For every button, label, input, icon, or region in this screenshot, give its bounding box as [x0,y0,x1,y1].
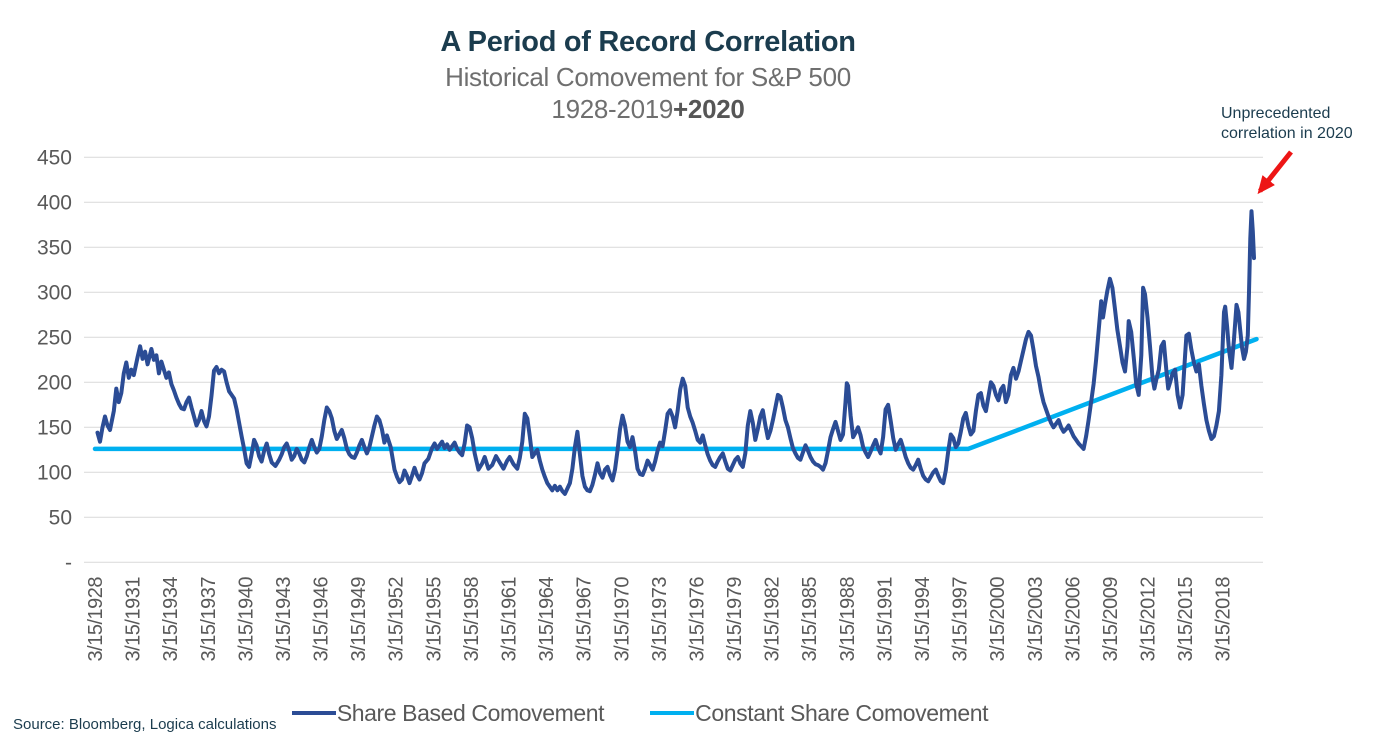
y-tick-label: 300 [37,281,72,304]
x-tick-label: 3/15/1958 [461,577,483,662]
x-tick-label: 3/15/1979 [724,577,746,662]
x-tick-label: 3/15/1982 [762,577,784,662]
constant-share-comovement-series-line [92,336,1259,452]
legend-swatch-constant-share [650,711,695,715]
y-tick-label: 200 [37,371,72,394]
x-tick-label: 3/15/1997 [950,577,972,662]
x-axis-tick-labels: 3/15/1928 3/15/1931 3/15/1934 3/15/1937 3/15… [85,577,1235,662]
x-tick-label: 3/15/2018 [1213,577,1235,662]
annotation-line-2: correlation in 2020 [1221,125,1353,142]
chart-subtitle: Historical Comovement for S&P 500 [445,62,851,92]
legend-label-share-based: Share Based Comovement [336,699,605,726]
y-axis-tick-labels: - 50 100 150 200 250 300 350 400 450 [37,146,72,574]
y-tick-label: 250 [37,326,72,349]
x-tick-label: 3/15/1934 [160,577,182,662]
x-tick-label: 3/15/1940 [235,577,257,662]
share-based-comovement-series-line [95,209,1256,496]
x-tick-label: 3/15/1943 [273,577,295,662]
legend: Share Based Comovement Constant Share Com… [0,698,1280,728]
x-tick-label: 3/15/2012 [1138,577,1160,662]
x-tick-label: 3/15/1928 [85,577,107,662]
period-added-year: +2020 [673,94,745,124]
y-tick-label: 450 [37,146,72,169]
x-tick-label: 3/15/1952 [386,577,408,662]
y-tick-label: 150 [37,416,72,439]
page-title: A Period of Record Correlation [440,26,856,58]
x-tick-label: 3/15/1949 [348,577,370,662]
x-tick-label: 3/15/2009 [1100,577,1122,662]
x-tick-label: 3/15/2006 [1062,577,1084,662]
y-tick-label: 100 [37,461,72,484]
red-arrow-icon [1257,150,1293,195]
legend-swatch-share-based [291,711,336,715]
x-tick-label: 3/15/1973 [649,577,671,662]
x-tick-label: 3/15/1961 [498,577,520,662]
x-tick-label: 3/15/1976 [686,577,708,662]
legend-label-constant-share: Constant Share Comovement [695,699,989,726]
x-tick-label: 3/15/1985 [799,577,821,662]
legend-item-share-based: Share Based Comovement [291,699,605,727]
y-tick-label: 50 [49,506,72,529]
series-lines [92,209,1259,496]
source-note: Source: Bloomberg, Logica calculations [13,716,277,733]
x-tick-label: 3/15/1970 [611,577,633,662]
x-tick-label: 3/15/2000 [987,577,1009,662]
x-tick-label: 3/15/1955 [423,577,445,662]
annotation-line-1: Unprecedented [1221,105,1331,122]
x-tick-label: 3/15/1994 [912,577,934,662]
gridlines [84,156,1263,563]
x-tick-label: 3/15/1946 [311,577,333,662]
x-tick-label: 3/15/1988 [837,577,859,662]
x-tick-label: 3/15/2015 [1175,577,1197,662]
period-range: 1928-2019 [551,94,674,124]
x-tick-label: 3/15/1964 [536,577,558,662]
x-tick-label: 3/15/1967 [574,577,596,662]
legend-item-constant-share: Constant Share Comovement [650,699,989,727]
chart-period: 1928-2019+2020 [0,94,1296,125]
y-tick-label: - [65,551,72,574]
x-tick-label: 3/15/2003 [1025,577,1047,662]
y-tick-label: 400 [37,191,72,214]
y-tick-label: 350 [37,236,72,259]
x-tick-label: 3/15/1937 [198,577,220,662]
annotation-callout: Unprecedented correlation in 2020 [1221,104,1353,144]
x-tick-label: 3/15/1991 [874,577,896,662]
x-tick-label: 3/15/1931 [123,577,145,662]
